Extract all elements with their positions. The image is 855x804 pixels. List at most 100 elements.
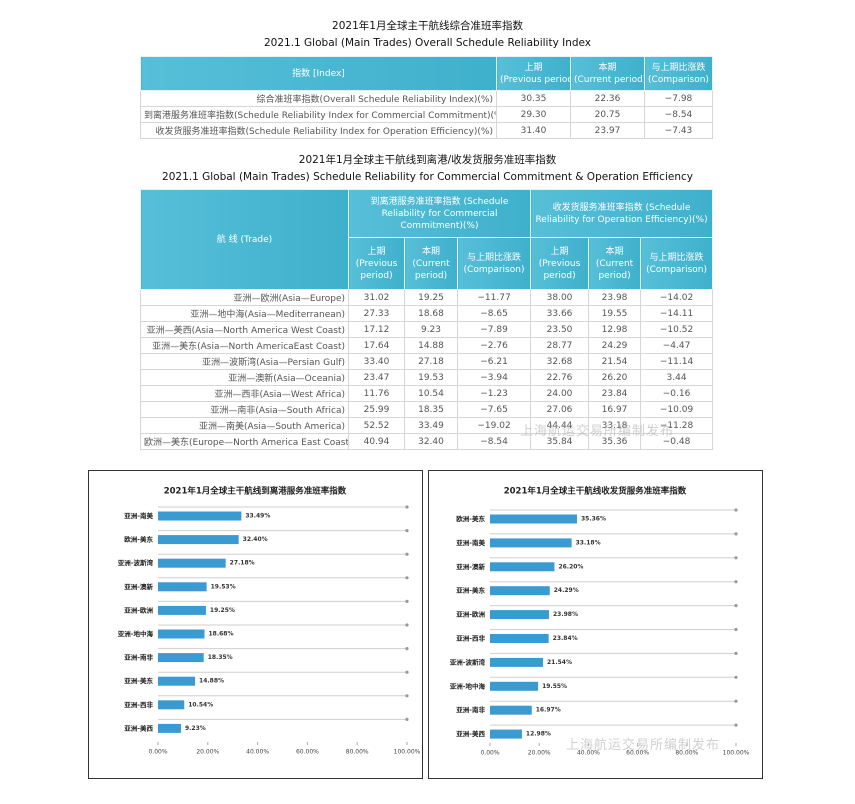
value-label: 9.23% <box>185 725 206 732</box>
row: 亚洲—澳新(Asia—Oceania) 23.47 19.53 −3.94 22.76 2… <box>140 369 714 386</box>
watermark: 上海航运交易所编制发布 <box>566 738 721 753</box>
cell: −7.98 <box>644 90 713 107</box>
x-tick-label: 40.00% <box>577 750 600 757</box>
row-dot <box>405 670 409 674</box>
table1-title-en: 2021.1 Global (Main Trades) Overall Sche… <box>263 37 592 49</box>
header-cell: 上期 (Previous period) <box>348 237 405 290</box>
x-tick-label: 80.00% <box>675 750 698 757</box>
cell: 26.20 <box>588 369 642 386</box>
cell: 亚洲—南美(Asia—South America) <box>140 417 349 434</box>
header-cn: 与上期比涨跌 <box>649 252 704 263</box>
row-dot <box>734 627 738 632</box>
category-label: 亚洲-南非 <box>124 653 153 662</box>
header-cell: 上期 (Previous period) <box>530 237 590 290</box>
x-tick-label: 100.00% <box>394 749 421 756</box>
cell: 20.75 <box>570 106 645 123</box>
cell: 24.29 <box>588 337 642 354</box>
cell: 19.55 <box>588 305 642 322</box>
header-cell: 与上期比涨跌 (Comparison) <box>456 237 532 290</box>
cell: 3.44 <box>640 369 714 386</box>
bar <box>158 605 206 615</box>
bar <box>158 700 185 710</box>
row-dot <box>405 552 409 556</box>
header-cell: 指数 [Index] <box>140 56 497 91</box>
cell: −7.43 <box>644 122 713 139</box>
cell: −8.65 <box>456 305 532 322</box>
cell: 到离港服务准班率指数(Schedule Reliability Index fo… <box>140 106 497 123</box>
header-cn: 指数 [Index] <box>292 68 345 79</box>
bar <box>490 562 555 572</box>
header-cell: 到离港服务准班率指数 (Schedule Reliability for Com… <box>347 189 532 238</box>
cell: −6.21 <box>456 353 532 370</box>
header-en: (Previous period) <box>538 258 581 281</box>
header-cell: 航 线 (Trade) <box>140 189 349 290</box>
cell: 23.84 <box>588 385 642 402</box>
watermark: 上海航运交易所编制发布 <box>520 424 675 439</box>
cell: 亚洲—欧洲(Asia—Europe) <box>140 289 349 306</box>
cell: −14.11 <box>640 305 714 322</box>
row: 亚洲—波斯湾(Asia—Persian Gulf) 33.40 27.18 −6.21… <box>140 353 714 370</box>
header-cell: 本期 (Current period) <box>588 237 642 290</box>
cell: 22.76 <box>530 369 590 386</box>
category-label: 亚洲-波斯湾 <box>450 657 486 666</box>
cell: 40.94 <box>348 433 405 450</box>
cell: 27.06 <box>530 401 590 418</box>
category-label: 亚洲-欧洲 <box>456 610 485 619</box>
row: 综合准班率指数(Overall Schedule Reliability Ind… <box>140 90 713 107</box>
cell: 17.12 <box>348 321 405 338</box>
cell: 28.77 <box>530 337 590 354</box>
row: 亚洲—欧洲(Asia—Europe) 31.02 19.25 −11.77 38.00 2… <box>140 289 714 306</box>
category-label: 欧洲-美东 <box>124 535 153 544</box>
header-row: 航 线 (Trade) 到离港服务准班率指数 (Schedule Reliabil… <box>140 189 714 290</box>
cell: −8.54 <box>644 106 713 123</box>
cell: −3.94 <box>456 369 532 386</box>
cell: 23.98 <box>588 289 642 306</box>
cell: 欧洲—美东(Europe—North America East Coast) <box>140 433 349 450</box>
header-cn: 与上期比涨跌 <box>467 252 522 263</box>
bar <box>158 582 207 592</box>
value-label: 18.35% <box>208 654 233 661</box>
cell: 21.54 <box>588 353 642 370</box>
cell: 18.35 <box>404 401 458 418</box>
cell: 19.53 <box>404 369 458 386</box>
row-dot <box>405 694 409 698</box>
header-cell: 与上期比涨跌 (Comparison) <box>640 237 714 290</box>
row-dot <box>405 529 409 533</box>
cell: 亚洲—美西(Asia—North America West Coast) <box>140 321 349 338</box>
bar <box>490 657 543 667</box>
header-en: (Previous period) <box>355 258 398 281</box>
category-label: 亚洲-西非 <box>124 700 153 709</box>
cell: 31.40 <box>496 122 571 139</box>
header-en: (Previous period) <box>500 74 571 85</box>
x-tick-label: 20.00% <box>196 749 219 756</box>
cell: 23.47 <box>348 369 405 386</box>
category-label: 亚洲-地中海 <box>450 681 486 690</box>
value-label: 33.49% <box>245 513 270 520</box>
header-cn: 上期 <box>524 62 543 73</box>
cell: 33.40 <box>348 353 405 370</box>
cell: 23.97 <box>570 122 645 139</box>
row: 收发货服务准班率指数(Schedule Reliability Index fo… <box>140 122 713 139</box>
value-label: 24.29% <box>554 587 579 594</box>
value-label: 21.54% <box>547 659 572 666</box>
cell: 亚洲—波斯湾(Asia—Persian Gulf) <box>140 353 349 370</box>
cell: −7.89 <box>456 321 532 338</box>
bar <box>490 538 572 548</box>
category-label: 亚洲-南美 <box>456 538 485 547</box>
value-label: 23.98% <box>553 611 578 618</box>
cell: −14.02 <box>640 289 714 306</box>
overall-table: 指数 [Index] 上期 (Previous period) 本期 (Current … <box>140 56 713 139</box>
row-dot <box>734 556 738 560</box>
header-cn: 本期 <box>605 246 624 257</box>
category-label: 亚洲-澳新 <box>456 562 485 571</box>
row: 亚洲—美西(Asia—North America West Coast) 17.1… <box>140 321 714 338</box>
category-label: 欧洲-美东 <box>456 514 485 523</box>
header-cn: 本期 <box>421 246 440 257</box>
bar <box>490 729 522 739</box>
category-label: 亚洲-美西 <box>456 729 485 738</box>
cell: 30.35 <box>496 90 571 107</box>
x-tick-label: 60.00% <box>296 749 319 756</box>
bar <box>490 586 550 596</box>
value-label: 35.36% <box>581 516 606 523</box>
